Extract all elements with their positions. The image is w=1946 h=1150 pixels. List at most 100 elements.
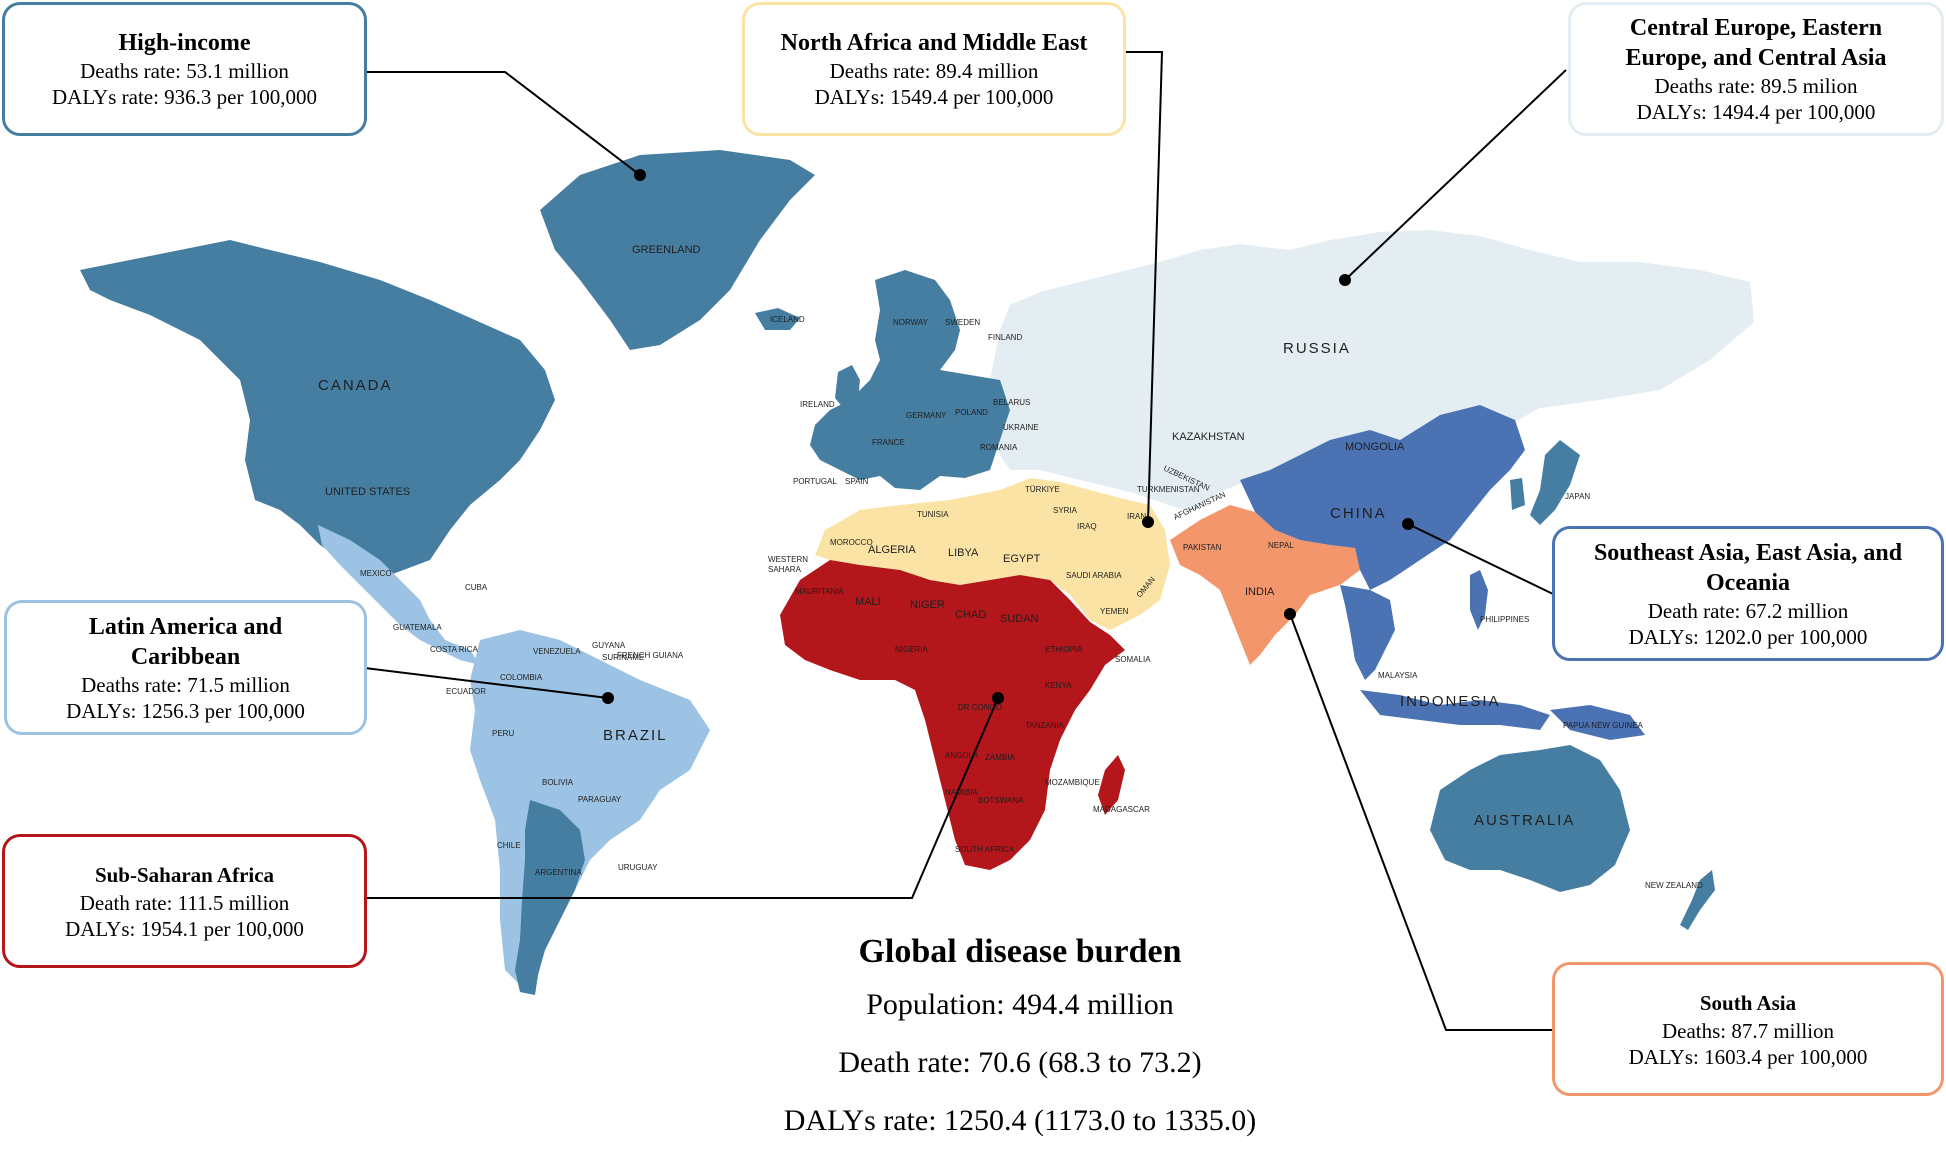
label-india: INDIA — [1245, 586, 1275, 598]
label-kazakhstan: KAZAKHSTAN — [1172, 431, 1245, 443]
label-uruguay: URUGUAY — [618, 863, 658, 872]
leader-line-latin-america — [364, 667, 609, 699]
callout-sea-title-1: Southeast Asia, East Asia, and — [1593, 539, 1903, 566]
callout-high-income: High-income Deaths rate: 53.1 million DA… — [2, 2, 367, 136]
region-north-africa-middle-east — [815, 478, 1170, 630]
label-yemen: YEMEN — [1100, 607, 1129, 616]
label-ecuador: ECUADOR — [446, 687, 486, 696]
label-argentina: ARGENTINA — [535, 868, 582, 877]
label-libya: LIBYA — [948, 547, 979, 559]
leader-dot-central-europe — [1339, 274, 1351, 286]
label-turkiye: TÜRKIYE — [1025, 485, 1060, 494]
callout-nafme-deaths: Deaths rate: 89.4 million — [829, 59, 1039, 83]
label-guatemala: GUATEMALA — [393, 623, 442, 632]
callout-la-title-1: Latin America and — [88, 613, 283, 640]
label-papua-new-guinea: PAPUA NEW GUINEA — [1563, 721, 1644, 730]
label-australia: AUSTRALIA — [1474, 812, 1575, 829]
label-venezuela: VENEZUELA — [533, 647, 581, 656]
region-japan — [1530, 440, 1580, 525]
region-indonesia — [1360, 690, 1550, 730]
summary-dalys-rate: DALYs rate: 1250.4 (1173.0 to 1335.0) — [783, 1104, 1257, 1137]
summary-title: Global disease burden — [858, 933, 1182, 970]
leader-dot-high-income — [634, 169, 646, 181]
region-south-america — [470, 630, 710, 990]
callout-latin-america: Latin America and Caribbean Deaths rate:… — [4, 600, 367, 735]
label-peru: PERU — [492, 729, 514, 738]
label-mali: MALI — [855, 596, 881, 608]
label-chile: CHILE — [497, 841, 521, 850]
callout-ce-title-1: Central Europe, Eastern — [1629, 15, 1883, 41]
leader-line-central-europe — [1344, 69, 1567, 281]
leader-lines — [364, 51, 1567, 1031]
region-europe — [810, 270, 1010, 490]
label-tunisia: TUNISIA — [917, 510, 949, 519]
label-western-sahara-2: SAHARA — [768, 565, 802, 574]
callout-la-title-2: Caribbean — [130, 643, 241, 670]
label-norway: NORWAY — [893, 318, 929, 327]
label-new-zealand: NEW ZEALAND — [1645, 881, 1703, 890]
summary-death-rate: Death rate: 70.6 (68.3 to 73.2) — [838, 1046, 1202, 1079]
label-botswana: BOTSWANA — [978, 796, 1024, 805]
label-niger: NIGER — [910, 599, 945, 611]
callout-sa-deaths: Deaths: 87.7 million — [1661, 1019, 1835, 1043]
label-canada: CANADA — [318, 377, 393, 394]
label-somalia: SOMALIA — [1115, 655, 1151, 664]
global-summary: Global disease burden Population: 494.4 … — [700, 928, 1340, 1150]
callout-sea-title-2: Oceania — [1706, 569, 1790, 596]
region-philippines — [1470, 570, 1488, 630]
region-iceland — [755, 308, 800, 330]
region-new-zealand — [1680, 870, 1715, 930]
region-east-asia — [1240, 405, 1525, 590]
label-brazil: BRAZIL — [603, 727, 668, 744]
label-mauritania: MAURITANIA — [795, 587, 844, 596]
label-turkmenistan: TURKMENISTAN — [1137, 485, 1200, 494]
leader-line-southeast-asia — [1407, 523, 1554, 595]
leader-dots — [602, 169, 1414, 704]
label-angola: ANGOLA — [945, 751, 979, 760]
label-madagascar: MADAGASCAR — [1093, 805, 1150, 814]
callout-central-europe: Central Europe, Eastern Europe, and Cent… — [1568, 2, 1944, 136]
region-north-america — [80, 240, 555, 575]
callout-ce-dalys: DALYs: 1494.4 per 100,000 — [1636, 100, 1876, 124]
summary-population: Population: 494.4 million — [866, 988, 1174, 1021]
region-papua — [1550, 705, 1645, 740]
label-belarus: BELARUS — [993, 398, 1030, 407]
callout-sa-dalys: DALYs: 1603.4 per 100,000 — [1628, 1045, 1868, 1069]
label-sudan: SUDAN — [1000, 613, 1039, 625]
callout-high-income-deaths: Deaths rate: 53.1 million — [80, 59, 289, 83]
callout-nafme-dalys: DALYs: 1549.4 per 100,000 — [814, 85, 1054, 109]
region-uk — [835, 365, 860, 410]
callout-high-income-dalys: DALYs rate: 936.3 per 100,000 — [51, 85, 317, 109]
callout-ssa-dalys: DALYs: 1954.1 per 100,000 — [65, 917, 304, 941]
label-kenya: KENYA — [1045, 681, 1072, 690]
label-nepal: NEPAL — [1268, 541, 1294, 550]
label-malaysia: MALAYSIA — [1378, 671, 1418, 680]
label-nigeria: NIGERIA — [895, 645, 929, 654]
callout-la-deaths: Deaths rate: 71.5 million — [81, 672, 290, 697]
label-united-states: UNITED STATES — [325, 486, 410, 498]
region-central-europe-asia — [990, 230, 1754, 512]
callout-ce-deaths: Deaths rate: 89.5 milion — [1654, 74, 1858, 98]
label-costa-rica: COSTA RICA — [430, 645, 479, 654]
label-algeria: ALGERIA — [868, 544, 916, 556]
label-russia: RUSSIA — [1283, 340, 1351, 357]
label-ukraine: UKRAINE — [1003, 423, 1039, 432]
label-mozambique: MOZAMBIQUE — [1045, 778, 1100, 787]
callout-sub-saharan-africa: Sub-Saharan Africa Death rate: 111.5 mil… — [2, 834, 367, 968]
label-south-africa: SOUTH AFRICA — [955, 845, 1015, 854]
leader-dot-latin-america — [602, 692, 614, 704]
callout-high-income-title: High-income — [118, 30, 251, 56]
callout-ssa-title: Sub-Saharan Africa — [94, 863, 275, 887]
region-sub-saharan-africa — [780, 560, 1125, 870]
label-colombia: COLOMBIA — [500, 673, 543, 682]
region-mexico — [318, 525, 480, 665]
label-western-sahara-1: WESTERN — [768, 555, 808, 564]
leader-dot-sub-saharan-africa — [992, 692, 1004, 704]
label-mexico: MEXICO — [360, 569, 392, 578]
leader-line-high-income — [365, 71, 641, 176]
label-poland: POLAND — [955, 408, 988, 417]
leader-line-south-asia — [1289, 613, 1553, 1031]
leader-dot-north-africa-middle-east — [1142, 516, 1154, 528]
label-pakistan: PAKISTAN — [1183, 543, 1222, 552]
label-japan: JAPAN — [1565, 492, 1590, 501]
